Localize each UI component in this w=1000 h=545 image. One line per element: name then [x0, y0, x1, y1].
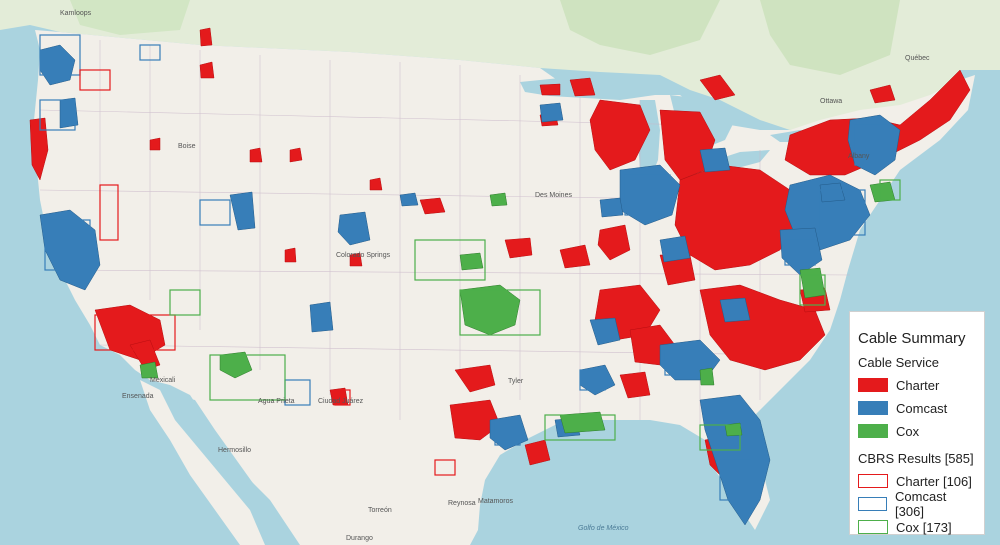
legend-item-cbrs-cox: Cox [173] — [858, 517, 976, 537]
label-albany: Albany — [848, 153, 870, 160]
legend-label: Charter — [896, 377, 940, 393]
label-reynosa: Reynosa — [448, 500, 476, 507]
label-ensenada: Ensenada — [122, 393, 154, 400]
legend-swatch-cox-fill — [858, 424, 888, 438]
legend-service-heading: Cable Service — [858, 355, 939, 370]
canada-forest — [560, 0, 720, 55]
label-ciudad-juarez: Ciudad Juárez — [318, 398, 364, 405]
legend-title: Cable Summary — [858, 330, 966, 347]
legend-label: Cox — [896, 423, 920, 439]
canada-forest — [70, 0, 190, 35]
canada-forest — [760, 0, 900, 75]
legend-cbrs-heading: CBRS Results [585] — [858, 451, 974, 466]
legend-item-charter: Charter — [858, 375, 976, 395]
legend-label: Charter [106] — [896, 473, 972, 489]
label-colorado-springs: Colorado Springs — [336, 252, 391, 259]
cox-service-areas — [139, 181, 896, 437]
baja-california — [140, 380, 265, 545]
legend-swatch-comcast-outline — [858, 497, 888, 511]
label-hermosillo: Hermosillo — [218, 447, 251, 454]
label-matamoros: Matamoros — [478, 498, 514, 505]
label-golfo-de-mexico: Golfo de México — [578, 525, 629, 532]
label-des-moines: Des Moines — [535, 192, 572, 199]
canada-land — [0, 0, 1000, 130]
map-legend: Cable Summary Cable Service Charter Comc… — [849, 311, 985, 535]
label-mexicali: Mexicali — [150, 377, 176, 384]
legend-label: Comcast [306] — [895, 489, 947, 519]
map-labels: Boise Des Moines Colorado Springs Ottawa… — [60, 10, 930, 542]
label-agua-prieta: Agua Prieta — [258, 398, 295, 405]
legend-item-cbrs-charter: Charter [106] — [858, 471, 976, 491]
legend-item-comcast: Comcast — [858, 398, 976, 418]
label-durango: Durango — [346, 535, 373, 542]
legend-swatch-comcast-fill — [858, 401, 888, 415]
cbrs-cox-outlines — [169, 179, 901, 451]
label-boise: Boise — [178, 143, 196, 150]
legend-label: Comcast — [896, 400, 948, 416]
label-quebec: Québec — [905, 55, 930, 62]
legend-item-cbrs-comcast: Comcast [306] — [858, 489, 976, 519]
label-kamloops: Kamloops — [60, 10, 92, 17]
label-ottawa: Ottawa — [820, 98, 842, 105]
cbrs-comcast-outlines — [39, 34, 886, 501]
cbrs-charter-outlines — [79, 69, 531, 476]
legend-swatch-charter-fill — [858, 378, 888, 392]
label-tyler: Tyler — [508, 378, 524, 385]
legend-item-cox: Cox — [858, 421, 976, 441]
legend-swatch-cox-outline — [858, 520, 888, 534]
legend-swatch-charter-outline — [858, 474, 888, 488]
label-torreon: Torreón — [368, 507, 392, 514]
legend-label: Cox [173] — [896, 519, 952, 535]
gulf-of-california — [175, 395, 270, 520]
